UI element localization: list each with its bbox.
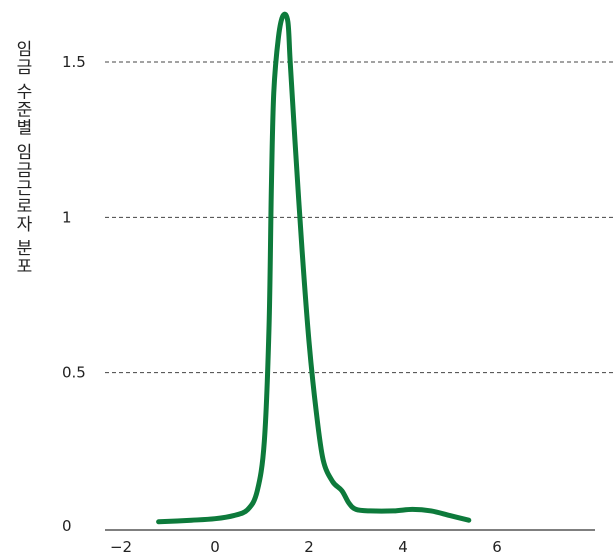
- x-tick-label: 0: [210, 538, 220, 556]
- y-tick-label: 0: [62, 517, 72, 535]
- x-tick-label: −2: [110, 538, 132, 556]
- density-series-line: [156, 11, 472, 525]
- x-tick-label: 2: [304, 538, 314, 556]
- y-tick-label: 1: [62, 208, 72, 226]
- y-tick-label: 0.5: [62, 364, 86, 382]
- y-tick-labels: 0 0.5 1 1.5: [62, 53, 86, 535]
- x-tick-labels: −2 0 2 4 6: [110, 538, 502, 556]
- y-axis-label: 임금 수준별 임금근로자 분포: [10, 40, 50, 370]
- x-tick-label: 4: [398, 538, 408, 556]
- gridlines: [105, 61, 615, 374]
- y-tick-label: 1.5: [62, 53, 86, 71]
- series-group: [156, 11, 472, 525]
- x-tick-label: 6: [492, 538, 502, 556]
- y-axis-label-text: 임금 수준별 임금근로자 분포: [12, 40, 32, 276]
